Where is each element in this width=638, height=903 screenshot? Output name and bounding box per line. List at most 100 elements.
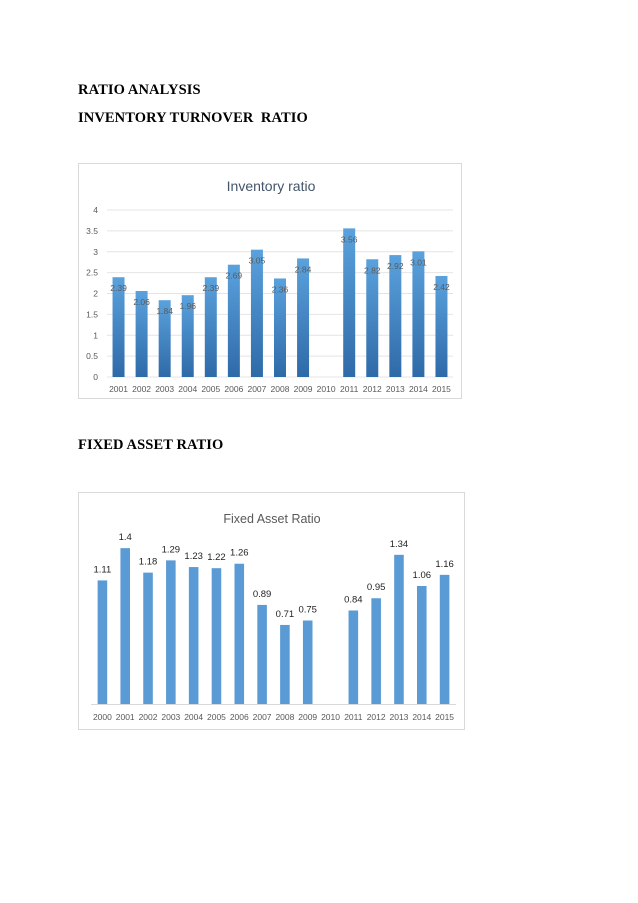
inventory-data-label: 2.39 bbox=[203, 283, 220, 293]
inventory-data-label: 2.06 bbox=[133, 297, 150, 307]
inventory-y-tick-label: 2.5 bbox=[86, 268, 98, 278]
fixed-data-label: 1.34 bbox=[390, 539, 409, 550]
fixed-x-tick-label: 2014 bbox=[412, 712, 431, 722]
inventory-data-label: 1.84 bbox=[156, 306, 173, 316]
inventory-x-tick-label: 2014 bbox=[409, 384, 428, 394]
fixed-x-tick-label: 2001 bbox=[116, 712, 135, 722]
heading-ratio-analysis: RATIO ANALYSIS bbox=[78, 82, 201, 98]
inventory-y-tick-label: 0 bbox=[93, 372, 98, 382]
inventory-data-label: 2.82 bbox=[364, 265, 381, 275]
fixed-x-tick-label: 2003 bbox=[161, 712, 180, 722]
fixed-bar bbox=[120, 548, 131, 704]
fixed-data-label: 0.95 bbox=[367, 582, 386, 593]
fixed-x-tick-label: 2009 bbox=[298, 712, 317, 722]
inventory-y-tick-label: 3.5 bbox=[86, 226, 98, 236]
fixed-data-label: 1.11 bbox=[94, 564, 112, 575]
fixed-bar bbox=[234, 563, 245, 704]
inventory-bar bbox=[181, 295, 194, 377]
inventory-bar bbox=[435, 275, 448, 377]
inventory-bar bbox=[343, 228, 356, 377]
fixed-x-tick-label: 2008 bbox=[275, 712, 294, 722]
fixed-x-tick-label: 2015 bbox=[435, 712, 454, 722]
heading-fixed-asset-ratio: FIXED ASSET RATIO bbox=[78, 437, 224, 453]
inventory-x-tick-label: 2012 bbox=[363, 384, 382, 394]
inventory-y-tick-label: 2 bbox=[93, 289, 98, 299]
fixed-bar bbox=[371, 598, 381, 704]
fixed-x-tick-label: 2012 bbox=[367, 712, 386, 722]
fixed-bar bbox=[302, 620, 313, 704]
fixed-x-tick-label: 2005 bbox=[207, 712, 226, 722]
inventory-x-tick-label: 2001 bbox=[109, 384, 128, 394]
inventory-bar bbox=[204, 277, 217, 377]
inventory-data-label: 2.84 bbox=[295, 264, 312, 274]
fixed-bar bbox=[416, 585, 427, 704]
inventory-data-label: 2.36 bbox=[272, 284, 289, 294]
fixed-bar bbox=[166, 560, 176, 704]
inventory-x-tick-label: 2006 bbox=[224, 384, 243, 394]
inventory-data-label: 2.69 bbox=[226, 271, 243, 281]
inventory-y-tick-label: 1.5 bbox=[86, 309, 98, 319]
inventory-x-tick-label: 2015 bbox=[432, 384, 451, 394]
inventory-y-tick-label: 3 bbox=[93, 247, 98, 257]
fixed-asset-ratio-chart: Fixed Asset Ratio 1.11 2000 1.4 2001 1.18 2002… bbox=[78, 492, 465, 730]
inventory-x-tick-label: 2010 bbox=[317, 384, 336, 394]
inventory-bar bbox=[412, 251, 425, 377]
inventory-bar bbox=[250, 249, 263, 377]
fixed-data-label: 1.23 bbox=[184, 551, 203, 562]
fixed-bar bbox=[143, 572, 153, 704]
inventory-bar bbox=[274, 278, 286, 377]
fixed-x-tick-label: 2007 bbox=[253, 712, 272, 722]
inventory-x-tick-label: 2003 bbox=[155, 384, 174, 394]
fixed-bar bbox=[211, 568, 222, 704]
inventory-bar bbox=[158, 300, 171, 377]
fixed-bar bbox=[280, 624, 290, 704]
fixed-x-tick-label: 2011 bbox=[344, 712, 363, 722]
fixed-data-label: 0.89 bbox=[253, 589, 272, 600]
fixed-x-tick-label: 2013 bbox=[390, 712, 409, 722]
fixed-bar bbox=[188, 567, 199, 704]
inventory-y-tick-label: 0.5 bbox=[86, 351, 98, 361]
inventory-data-label: 3.05 bbox=[249, 256, 266, 266]
inventory-data-label: 3.56 bbox=[341, 234, 358, 244]
inventory-x-tick-label: 2007 bbox=[247, 384, 266, 394]
inventory-bar bbox=[389, 255, 402, 377]
fixed-bar bbox=[394, 554, 404, 704]
inventory-bar bbox=[297, 258, 310, 377]
fixed-data-label: 0.84 bbox=[344, 594, 363, 605]
fixed-bar bbox=[439, 574, 450, 704]
fixed-bar bbox=[97, 580, 108, 704]
inventory-x-tick-label: 2008 bbox=[271, 384, 290, 394]
inventory-data-label: 2.42 bbox=[433, 282, 450, 292]
fixed-bar bbox=[257, 604, 267, 704]
fixed-data-label: 0.71 bbox=[276, 609, 295, 620]
fixed-data-label: 0.75 bbox=[298, 605, 317, 616]
inventory-y-tick-label: 4 bbox=[93, 205, 98, 215]
fixed-data-label: 1.4 bbox=[119, 532, 132, 543]
inventory-x-tick-label: 2013 bbox=[386, 384, 405, 394]
inventory-bar bbox=[366, 259, 379, 377]
fixed-asset-ratio-chart-svg: Fixed Asset Ratio 1.11 2000 1.4 2001 1.18 2002… bbox=[91, 512, 456, 722]
fixed-chart-title: Fixed Asset Ratio bbox=[223, 512, 320, 526]
inventory-chart-title: Inventory ratio bbox=[227, 178, 316, 194]
fixed-data-label: 1.26 bbox=[230, 548, 249, 559]
inventory-x-tick-label: 2004 bbox=[178, 384, 197, 394]
fixed-data-label: 1.06 bbox=[413, 570, 432, 581]
inventory-x-tick-label: 2005 bbox=[201, 384, 220, 394]
inventory-y-tick-label: 1 bbox=[93, 330, 98, 340]
fixed-bar bbox=[348, 610, 359, 704]
inventory-bar bbox=[227, 264, 240, 377]
fixed-x-tick-label: 2002 bbox=[139, 712, 158, 722]
inventory-data-label: 3.01 bbox=[410, 257, 427, 267]
fixed-x-tick-label: 2004 bbox=[184, 712, 203, 722]
fixed-x-tick-label: 2010 bbox=[321, 712, 340, 722]
inventory-data-label: 2.92 bbox=[387, 261, 404, 271]
inventory-data-label: 1.96 bbox=[179, 301, 196, 311]
fixed-data-label: 1.29 bbox=[162, 544, 181, 555]
inventory-ratio-chart-svg: Inventory ratio 0 0.5 1 1.5 2 2.5 3 3.5 4 2.39 2001… bbox=[86, 178, 453, 394]
fixed-data-label: 1.22 bbox=[207, 552, 226, 563]
inventory-bar bbox=[135, 290, 148, 377]
fixed-data-label: 1.16 bbox=[435, 559, 454, 570]
inventory-x-tick-label: 2002 bbox=[132, 384, 151, 394]
fixed-x-tick-label: 2000 bbox=[93, 712, 112, 722]
inventory-x-tick-label: 2011 bbox=[340, 384, 359, 394]
